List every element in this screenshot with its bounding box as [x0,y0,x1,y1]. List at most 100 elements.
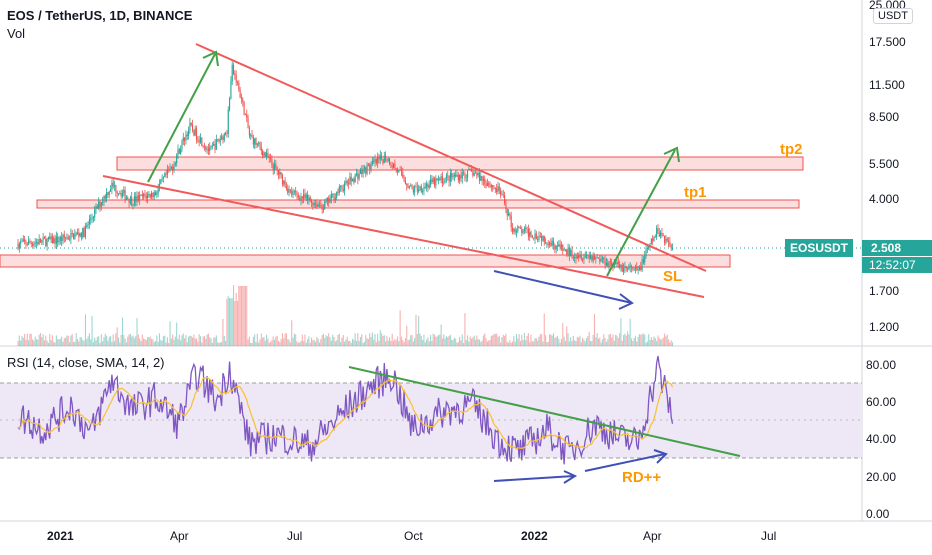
candle-body [291,190,293,195]
candle-body [273,163,276,170]
volume-bar [513,335,515,346]
candle-body [476,172,478,176]
candle-body [153,192,155,198]
rsi-divergence-arrow-2[interactable] [584,449,668,472]
volume-bar [65,337,67,346]
candle-body [250,134,252,136]
price-tick-label: 8.500 [869,110,899,124]
rsi-divergence-arrow-1[interactable] [493,470,578,484]
candle-body [156,193,158,196]
volume-bar [518,334,520,346]
volume-bar [482,335,484,346]
candle-body [46,239,48,246]
candle-body [603,257,605,260]
volume-bar [509,340,511,346]
volume-legend[interactable]: Vol [7,26,26,41]
volume-bar [657,335,659,346]
candle-body [474,172,477,174]
candle-body [515,231,518,233]
candle-body [170,166,172,169]
tp1-zone[interactable] [36,199,800,209]
candle-body [325,201,327,203]
rsi-trendline[interactable] [348,366,741,457]
volume-bar [396,336,399,346]
volume-bar [645,342,647,346]
volume-bar [277,340,280,346]
volume-bar [597,338,600,346]
volume-bar [543,313,545,346]
volume-bar [601,339,603,346]
symbol-legend[interactable]: EOS / TetherUS, 1D, BINANCE [7,8,193,23]
tp2-zone[interactable] [116,156,804,171]
volume-bar [670,340,672,346]
volume-bar [79,336,81,346]
volume-bar [136,318,138,346]
candle-body [534,233,536,239]
candle-body [201,137,203,146]
candle-body [90,219,92,221]
rsi-axis-ticks[interactable]: 80.00 60.00 40.00 20.00 0.00 [866,358,896,521]
upper-trendline[interactable] [195,43,707,272]
volume-bar [173,339,175,346]
candle-body [563,249,565,251]
volume-bar [463,342,465,346]
candle-body [121,193,124,197]
price-divergence-arrow[interactable] [493,270,634,310]
volume-bar [662,337,664,346]
volume-bar [260,333,262,346]
candle-body [43,237,46,239]
candle-body [444,177,446,183]
candle-body [630,266,633,268]
volume-bar [215,335,217,346]
volume-bar [519,341,522,346]
candle-body [354,174,356,183]
volume-bar [251,342,253,346]
candle-body [616,262,618,264]
volume-bar [181,335,183,346]
volume-bar [521,334,523,346]
candle-body [17,243,19,249]
volume-bar [498,335,500,346]
support-zone[interactable] [0,254,731,268]
volume-bar [59,338,61,346]
candle-body [465,177,467,179]
candle-body [20,241,22,244]
candle-body [646,248,648,249]
volume-bar [661,339,663,346]
candle-body [665,238,667,243]
lower-trendline[interactable] [102,175,705,298]
volume-bar [361,334,363,346]
volume-bar [619,333,621,346]
candle-body [248,128,250,136]
volume-bar [239,286,241,346]
volume-bar [168,342,170,346]
time-axis-ticks[interactable]: 2021 Apr Jul Oct 2022 Apr Jul [47,529,776,543]
volume-bar [429,334,432,346]
candle-body [501,194,503,196]
candle-body [406,183,408,186]
currency-badge[interactable]: USDT [873,8,913,24]
candle-body [625,266,627,269]
candle-body [180,148,182,154]
candle-body [662,235,664,236]
candle-body [657,228,659,233]
volume-bar [96,337,98,346]
volume-bar [412,341,414,346]
rsi-legend[interactable]: RSI (14, close, SMA, 14, 2) [7,355,165,370]
candle-body [546,243,548,245]
impulse-arrow[interactable] [147,50,219,183]
target-arrow[interactable] [606,146,680,277]
volume-bar [656,341,658,346]
candle-body [214,143,216,150]
volume-bar [578,337,580,346]
volume-bar [34,336,36,346]
volume-bar [436,336,438,346]
price-tick-label: 5.500 [869,157,899,171]
candle-body [226,133,228,135]
volume-bar [501,337,503,346]
candle-body [116,191,118,194]
candle-body [509,213,511,216]
candle-body [322,208,324,210]
